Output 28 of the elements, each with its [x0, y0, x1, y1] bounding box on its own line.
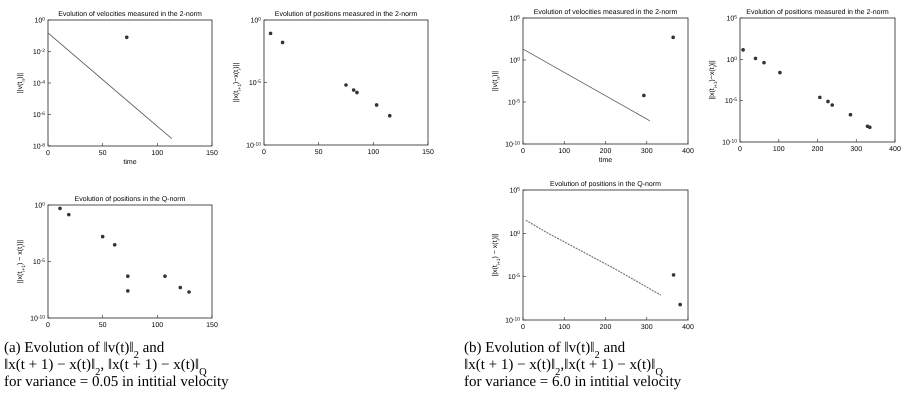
point — [352, 88, 356, 92]
text: for variance = 6.0 in intitial velocity — [464, 374, 682, 390]
point — [178, 286, 182, 290]
point — [868, 126, 872, 130]
point — [100, 234, 104, 238]
point — [830, 103, 834, 107]
point — [374, 103, 378, 107]
point — [848, 112, 852, 117]
line-series — [526, 220, 661, 296]
point — [58, 206, 62, 210]
point — [818, 96, 822, 100]
point — [355, 90, 359, 94]
point — [762, 60, 766, 64]
point — [741, 48, 745, 52]
point — [112, 243, 116, 247]
point — [66, 212, 71, 216]
point — [778, 70, 782, 74]
text: for variance = 0.05 in intitial velocity — [4, 374, 230, 390]
point — [388, 114, 392, 118]
point — [268, 32, 272, 36]
point — [826, 100, 830, 104]
point — [754, 56, 758, 60]
point — [344, 83, 348, 87]
point — [163, 274, 167, 278]
point — [126, 274, 130, 278]
point — [126, 289, 130, 293]
point — [280, 40, 284, 44]
point — [187, 290, 191, 294]
